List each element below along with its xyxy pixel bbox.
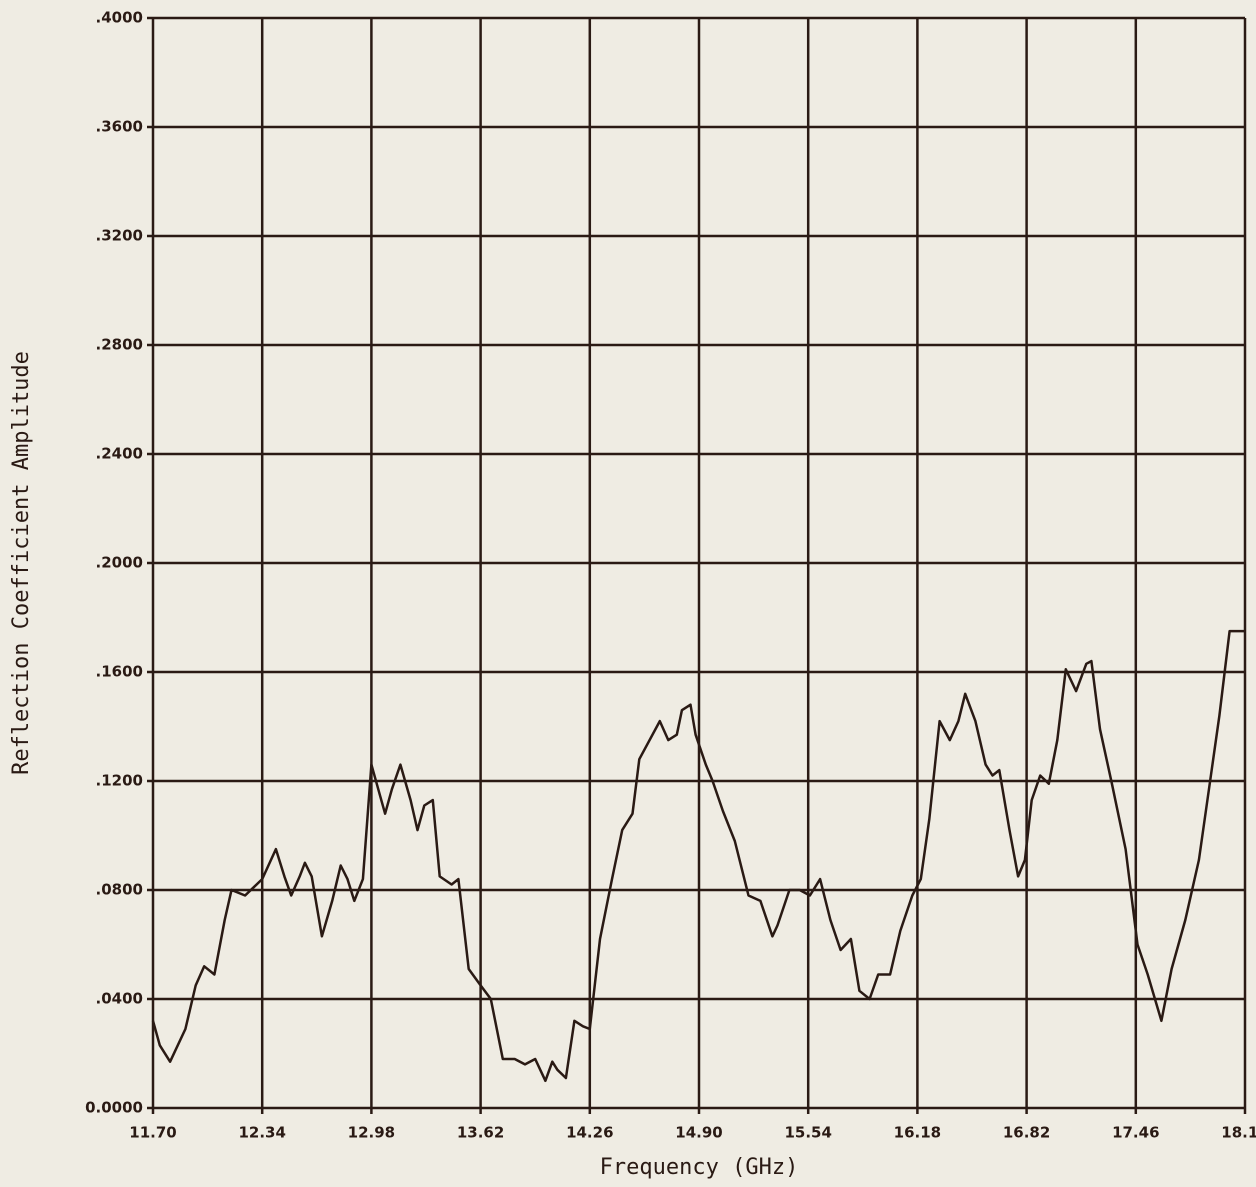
y-tick-label: .0400 [96, 990, 143, 1008]
y-tick-label: 0.0000 [85, 1099, 143, 1117]
x-tick-label: 12.34 [238, 1124, 285, 1142]
y-tick-label: .2000 [96, 554, 143, 572]
x-tick-label: 17.46 [1112, 1124, 1159, 1142]
y-tick-label: .3200 [96, 227, 143, 245]
y-tick-label: .4000 [96, 9, 143, 27]
y-axis-label: Reflection Coefficient Amplitude [9, 351, 34, 775]
y-tick-label: .1600 [96, 663, 143, 681]
x-tick-label: 13.62 [457, 1124, 504, 1142]
y-tick-label: .2800 [96, 336, 143, 354]
y-tick-label: .0800 [96, 881, 143, 899]
x-tick-label: 14.26 [566, 1124, 613, 1142]
y-tick-label: .3600 [96, 118, 143, 136]
data-line [151, 629, 1245, 1083]
x-tick-label: 11.70 [129, 1124, 176, 1142]
x-tick-label: 14.90 [675, 1124, 722, 1142]
y-tick-label: .1200 [96, 772, 143, 790]
x-axis-label: Frequency (GHz) [600, 1155, 799, 1180]
x-tick-label: 16.18 [894, 1124, 941, 1142]
x-tick-label: 15.54 [784, 1124, 831, 1142]
y-tick-label: .2400 [96, 445, 143, 463]
x-tick-label: 16.82 [1003, 1124, 1050, 1142]
x-tick-label: 12.98 [348, 1124, 395, 1142]
x-tick-label: 18.10 [1221, 1124, 1256, 1142]
